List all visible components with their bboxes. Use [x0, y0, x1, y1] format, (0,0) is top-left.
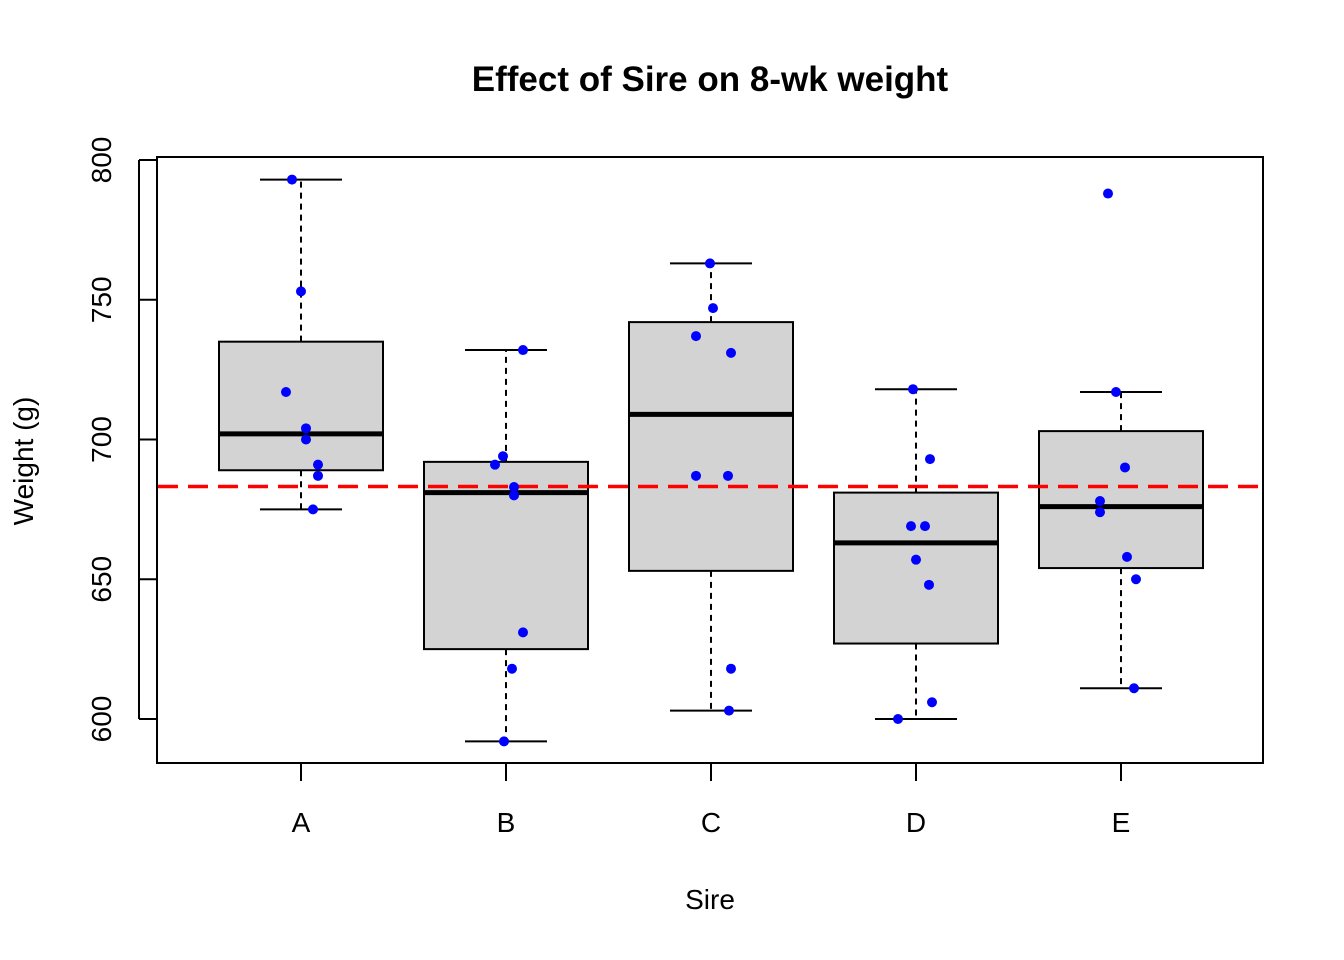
data-point-C [723, 470, 733, 481]
chart-title: Effect of Sire on 8-wk weight [472, 60, 949, 99]
data-point-E [1103, 188, 1113, 199]
data-point-A [301, 434, 311, 445]
data-point-E [1111, 386, 1121, 397]
data-point-B [518, 345, 528, 356]
y-tick-label: 650 [86, 556, 117, 603]
data-point-B [498, 451, 508, 462]
data-point-E [1122, 551, 1132, 562]
y-tick-label: 700 [86, 416, 117, 463]
data-point-E [1120, 462, 1130, 473]
data-point-D [908, 384, 918, 395]
data-point-B [490, 459, 500, 470]
x-tick-label: C [701, 807, 721, 838]
box-iqr [833, 491, 999, 645]
data-point-A [313, 459, 323, 470]
data-point-C [705, 258, 715, 269]
box-iqr [423, 460, 589, 651]
x-axis-label: Sire [685, 884, 735, 915]
x-tick-label: D [906, 807, 926, 838]
box-A [218, 178, 384, 511]
data-point-C [726, 663, 736, 674]
box-iqr [218, 340, 384, 472]
x-tick-label: E [1112, 807, 1131, 838]
x-tick-label: A [292, 807, 311, 838]
data-point-D [920, 521, 930, 532]
data-point-E [1129, 683, 1139, 694]
y-tick-label: 750 [86, 276, 117, 323]
data-point-C [691, 470, 701, 481]
box-iqr [628, 321, 794, 572]
data-point-A [281, 386, 291, 397]
boxes-layer [218, 178, 1204, 743]
y-tick-label: 800 [86, 137, 117, 184]
box-D [833, 388, 999, 720]
data-point-E [1095, 495, 1105, 506]
data-point-A [301, 423, 311, 434]
points-layer [281, 174, 1141, 747]
box-C [628, 262, 794, 712]
data-point-B [507, 663, 517, 674]
data-point-C [726, 347, 736, 358]
data-point-D [927, 697, 937, 708]
y-tick-label: 600 [86, 696, 117, 743]
data-point-E [1095, 507, 1105, 518]
x-tick-label: B [497, 807, 516, 838]
data-point-C [691, 331, 701, 342]
box-B [423, 349, 589, 743]
x-axis: A B C D E [292, 763, 1131, 838]
data-point-B [499, 736, 509, 747]
data-point-E [1131, 574, 1141, 585]
data-point-C [724, 705, 734, 716]
data-point-D [911, 554, 921, 565]
y-axis: 600 650 700 750 800 [86, 137, 157, 743]
data-point-B [518, 627, 528, 638]
data-point-A [296, 286, 306, 297]
data-point-B [509, 490, 519, 501]
data-point-B [509, 482, 519, 493]
data-point-D [924, 579, 934, 590]
data-point-D [925, 454, 935, 465]
data-point-D [893, 714, 903, 724]
data-point-A [287, 174, 297, 185]
data-point-A [308, 504, 318, 515]
data-point-C [708, 303, 718, 314]
box-iqr [1038, 430, 1204, 570]
data-point-D [906, 521, 916, 532]
data-point-A [313, 470, 323, 481]
y-axis-label: Weight (g) [8, 397, 39, 526]
box-E [1038, 390, 1204, 690]
